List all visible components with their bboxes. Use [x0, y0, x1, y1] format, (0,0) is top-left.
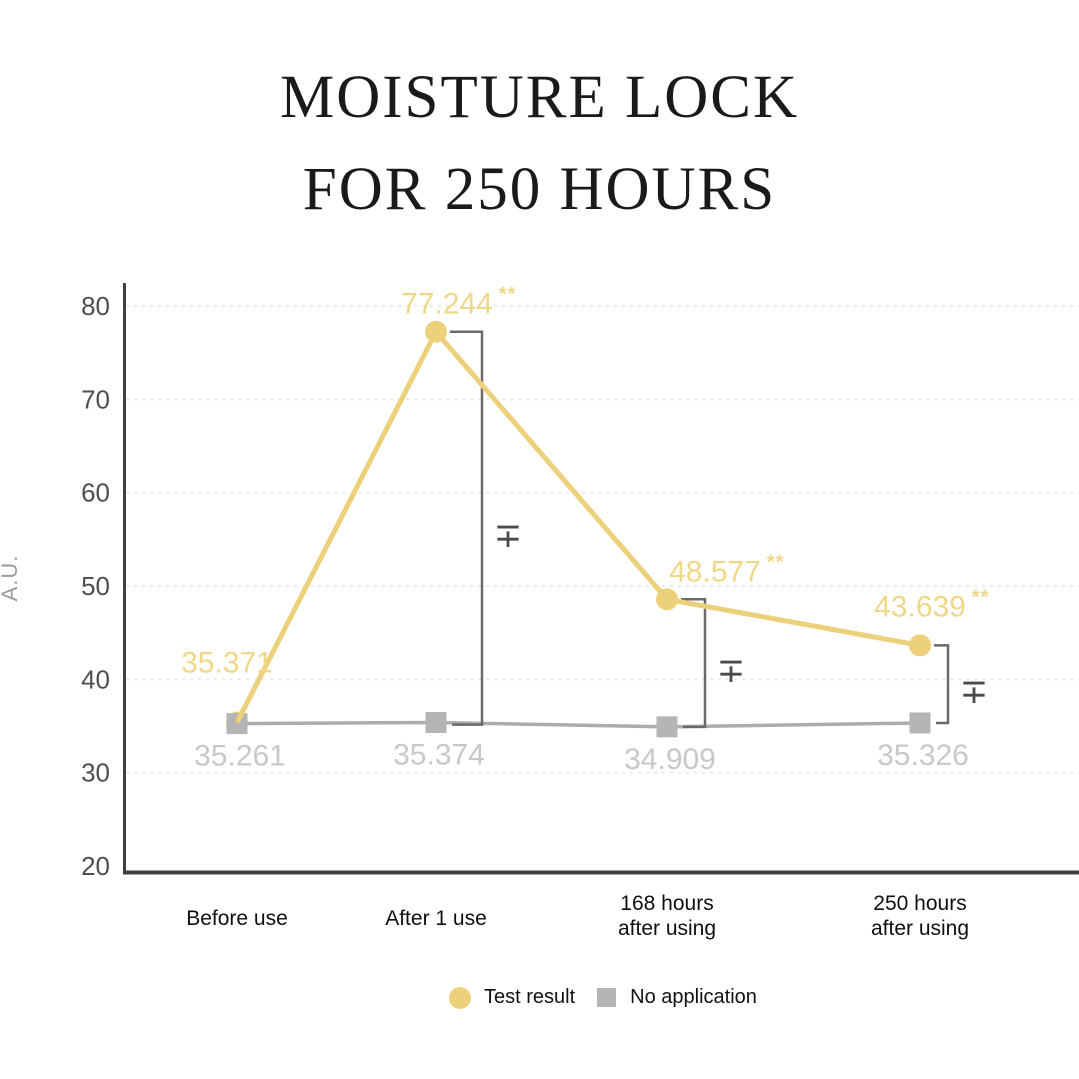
y-tick-label-30: 30	[81, 758, 110, 788]
significance-stars: **	[499, 284, 517, 306]
legend-swatch-no-application-icon	[597, 988, 617, 1007]
test-result-point	[656, 588, 678, 611]
significance-symbol: ∓	[960, 673, 989, 711]
test-result-value-label: 35.371	[181, 647, 273, 680]
no-application-value-label: 35.261	[194, 740, 286, 773]
significance-stars: **	[767, 551, 785, 573]
y-tick-label-20: 20	[81, 851, 110, 881]
significance-stars: **	[972, 586, 990, 608]
legend-label-no-application: No application	[630, 986, 757, 1008]
no-application-point	[226, 713, 248, 735]
page-title-line-1: MOISTURE LOCK	[279, 64, 800, 131]
test-result-value-label: 48.577	[669, 555, 761, 588]
significance-symbol: ∓	[494, 517, 523, 555]
y-tick-label-50: 50	[81, 571, 110, 601]
no-application-value-label: 34.909	[624, 743, 716, 776]
page-title: MOISTURE LOCK FOR 250 HOURS	[0, 52, 1079, 236]
x-category-label: 250 hours after using	[871, 892, 969, 940]
test-result-value-label: 43.639	[874, 590, 966, 623]
y-axis-title: A.U.	[0, 555, 22, 602]
test-result-value-label: 77.244	[401, 288, 493, 321]
y-tick-label-40: 40	[81, 664, 110, 694]
no-application-point	[656, 716, 678, 738]
legend-label-test-result: Test result	[484, 986, 576, 1008]
significance-bracket	[934, 644, 950, 725]
significance-bracket	[450, 330, 484, 726]
no-application-line	[236, 720, 921, 729]
test-result-point	[425, 320, 447, 343]
no-application-point	[909, 712, 931, 734]
y-tick-label-80: 80	[81, 291, 110, 321]
x-category-label: 168 hours after using	[618, 892, 716, 940]
page-title-line-2: FOR 250 HOURS	[302, 156, 777, 223]
legend: Test result No application	[449, 986, 757, 1009]
x-category-label: Before use	[186, 907, 288, 930]
legend-swatch-test-result-icon	[449, 986, 471, 1009]
y-tick-label-60: 60	[81, 478, 110, 508]
significance-bracket	[681, 598, 707, 729]
no-application-value-label: 35.374	[393, 739, 485, 772]
y-tick-label-70: 70	[81, 384, 110, 414]
no-application-point	[425, 712, 447, 734]
significance-symbol: ∓	[717, 652, 746, 690]
x-category-label: After 1 use	[385, 907, 487, 930]
test-result-line	[234, 327, 921, 724]
no-application-value-label: 35.326	[877, 739, 969, 772]
test-result-point	[909, 634, 931, 657]
